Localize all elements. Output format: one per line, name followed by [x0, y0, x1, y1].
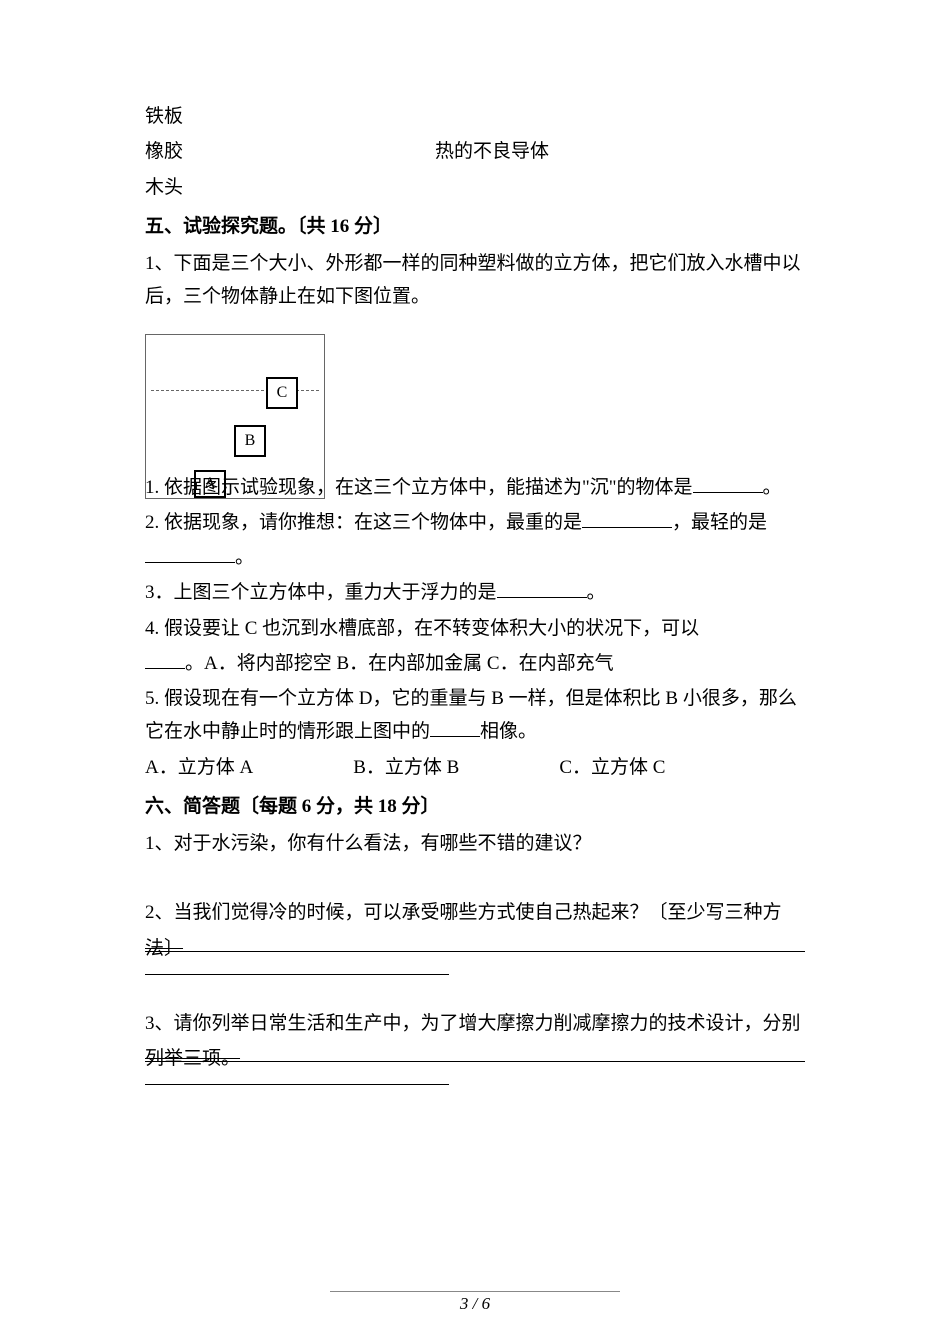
sub-q3: 3．上图三个立方体中，重力大于浮力的是 。 [145, 576, 805, 609]
q6-3-strike: 列举三项。 [145, 1048, 240, 1069]
sub-q2-mid: ，最轻的是 [672, 512, 767, 533]
sub-q2: 2. 依据现象，请你推想：在这三个物体中，最重的是 ，最轻的是 [145, 506, 805, 539]
blank-fill[interactable] [582, 510, 672, 528]
material-wood: 木头 [145, 171, 805, 204]
answer-line [145, 1061, 805, 1062]
q6-1: 1、对于水污染，你有什么看法，有哪些不错的建议？ [145, 827, 805, 860]
sub-q1-text: 1. 依据图示试验现象，在这三个立方体中，能描述为"沉"的物体是 [145, 477, 693, 498]
q6-3: 3、请你列举日常生活和生产中，为了增大摩擦力削减摩擦力的技术设计，分别 [145, 1007, 805, 1040]
section5-title: 五、试验探究题。〔共 16 分〕 [145, 210, 805, 243]
q6-3-end: 列举三项。 [145, 1042, 805, 1075]
material-rubber-row: 橡胶 热的不良导体 [145, 135, 805, 168]
cube-b: B [234, 425, 266, 457]
cube-c: C [266, 377, 298, 409]
sub-q3-pre: 3．上图三个立方体中，重力大于浮力的是 [145, 582, 497, 603]
material-rubber: 橡胶 [145, 135, 195, 168]
blank-fill[interactable] [693, 475, 763, 493]
material-rubber-desc: 热的不良导体 [435, 135, 549, 168]
blank-fill[interactable] [497, 580, 587, 598]
q6-2-strike: 法〕 [145, 938, 183, 959]
sub-q2-pre: 2. 依据现象，请你推想：在这三个物体中，最重的是 [145, 512, 582, 533]
blank-fill[interactable] [145, 651, 185, 669]
sub-q4-options: 。A．将内部挖空 B．在内部加金属 C．在内部充气 [145, 647, 805, 680]
answer-line [145, 1084, 449, 1085]
sub-q4-post: 。A．将内部挖空 B．在内部加金属 C．在内部充气 [185, 653, 614, 674]
sub-q5-options: A．立方体 A B．立方体 B C．立方体 C [145, 751, 805, 784]
answer-line [145, 951, 805, 952]
blank-fill[interactable] [145, 545, 235, 563]
sub-q4-pre: 4. 假设要让 C 也沉到水槽底部，在不转变体积大小的状况下，可以 [145, 618, 699, 639]
blank-fill[interactable] [430, 719, 480, 737]
sub-q2-post: 。 [235, 547, 254, 568]
option-a: A．立方体 A [145, 757, 253, 778]
option-c: C．立方体 C [559, 757, 665, 778]
sub-q3-post: 。 [587, 582, 606, 603]
q6-2-end: 法〕 [145, 932, 805, 965]
sub-q1: 1. 依据图示试验现象，在这三个立方体中，能描述为"沉"的物体是 。 [145, 471, 805, 504]
document-content: 铁板 橡胶 热的不良导体 木头 五、试验探究题。〔共 16 分〕 1、下面是三个… [145, 100, 805, 1085]
material-iron: 铁板 [145, 100, 805, 133]
sub-q5-post: 相像。 [480, 721, 537, 742]
sub-q5: 5. 假设现在有一个立方体 D，它的重量与 B 一样，但是体积比 B 小很多，那… [145, 682, 805, 749]
page-number: 3 / 6 [330, 1291, 620, 1314]
q1-intro: 1、下面是三个大小、外形都一样的同种塑料做的立方体，把它们放入水槽中以后，三个物… [145, 247, 805, 314]
q6-2: 2、当我们觉得冷的时候，可以承受哪些方式使自己热起来？〔至少写三种方 [145, 896, 805, 929]
sub-q1-post: 。 [763, 477, 782, 498]
option-b: B．立方体 B [353, 757, 459, 778]
section6-title: 六、简答题〔每题 6 分，共 18 分〕 [145, 790, 805, 823]
sub-q2-line2: 。 [145, 541, 805, 574]
sub-q4: 4. 假设要让 C 也沉到水槽底部，在不转变体积大小的状况下，可以 [145, 612, 805, 645]
